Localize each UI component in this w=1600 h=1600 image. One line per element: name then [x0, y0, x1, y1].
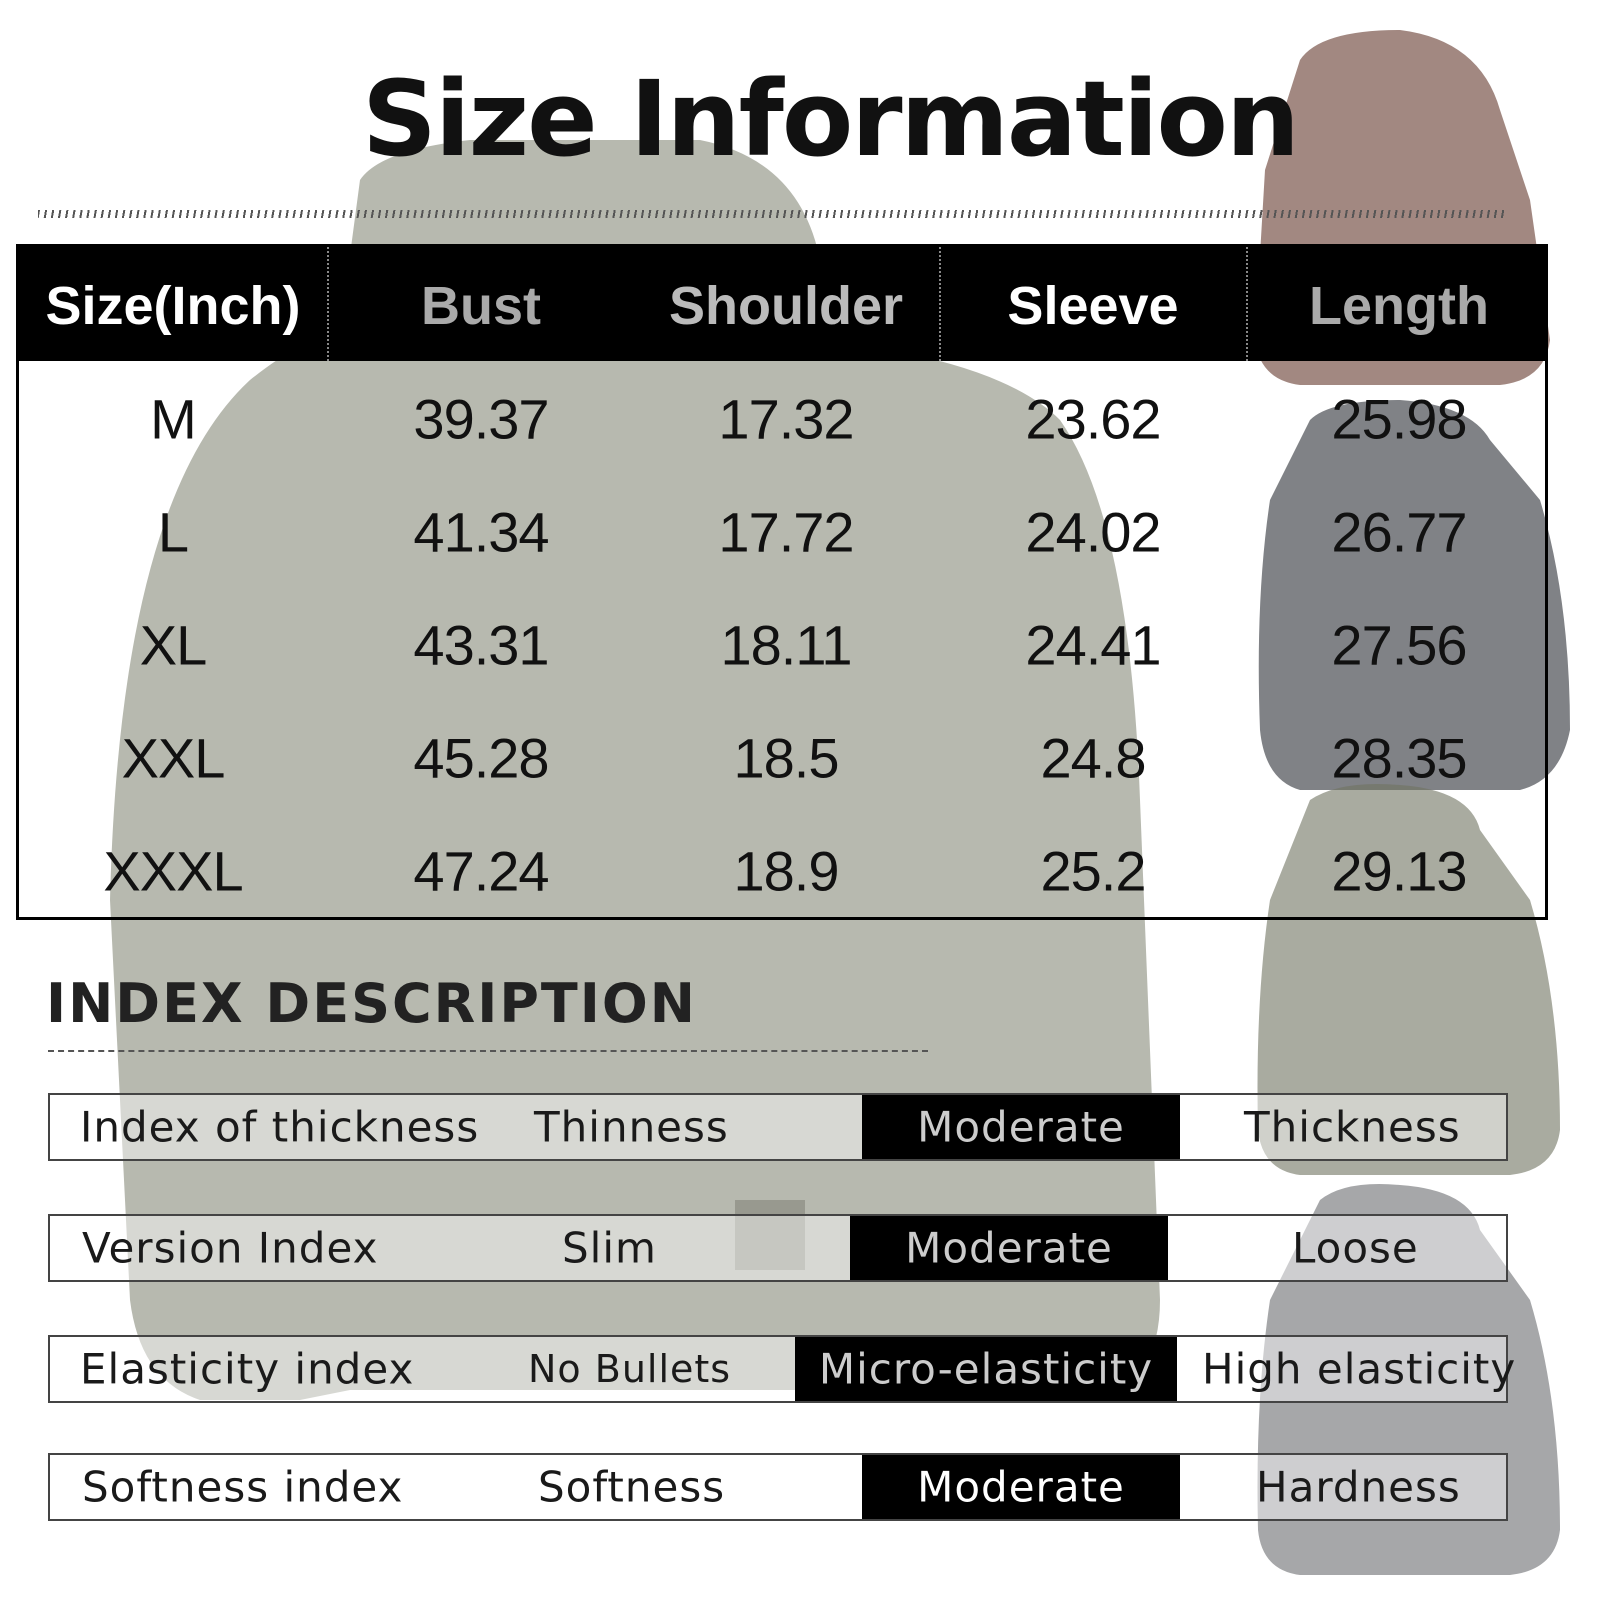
index-high: High elasticity	[1202, 1344, 1517, 1394]
cell-bust: 43.31	[413, 613, 549, 677]
index-low: Thinness	[534, 1102, 729, 1152]
index-label: Elasticity index	[80, 1344, 415, 1394]
index-label: Version Index	[82, 1223, 379, 1273]
cell-size: M	[150, 387, 197, 451]
divider	[38, 210, 1508, 218]
cell-length: 27.56	[1331, 613, 1467, 677]
header-length: Length	[1309, 276, 1489, 336]
index-label: Index of thickness	[80, 1102, 480, 1152]
header-shoulder: Shoulder	[668, 276, 904, 336]
header-bust: Bust	[421, 276, 541, 336]
cell-bust: 39.37	[413, 387, 549, 451]
index-low: No Bullets	[528, 1347, 732, 1391]
cell-sleeve: 24.8	[1040, 726, 1147, 790]
cell-shoulder: 17.72	[718, 500, 854, 564]
cell-size: L	[157, 500, 189, 564]
page-title: Size Information	[362, 58, 1300, 180]
header-sleeve: Sleeve	[1007, 276, 1179, 336]
cell-sleeve: 24.41	[1025, 613, 1161, 677]
header-size: Size(Inch)	[45, 276, 301, 336]
index-selected-text: Moderate	[905, 1223, 1113, 1273]
size-table: Size(Inch) Bust Shoulder Sleeve Length M…	[16, 244, 1548, 920]
index-row-version: Version Index Slim Moderate Loose	[48, 1214, 1508, 1282]
cell-size: XL	[139, 613, 207, 677]
cell-length: 25.98	[1331, 387, 1467, 451]
cell-shoulder: 18.5	[733, 726, 840, 790]
size-table-header: Size(Inch) Bust Shoulder Sleeve Length	[19, 247, 1545, 361]
index-row-softness: Softness index Softness Moderate Hardnes…	[48, 1453, 1508, 1521]
index-description-title: INDEX DESCRIPTION	[46, 972, 697, 1035]
cell-sleeve: 24.02	[1025, 500, 1161, 564]
divider	[48, 1050, 928, 1052]
index-selected: Moderate	[862, 1455, 1180, 1519]
cell-size: XXXL	[103, 839, 243, 903]
index-selected-text: Micro-elasticity	[818, 1344, 1154, 1394]
index-selected-text: Moderate	[917, 1102, 1125, 1152]
index-low: Softness	[538, 1462, 726, 1512]
index-high: Thickness	[1244, 1102, 1461, 1152]
cell-shoulder: 18.9	[733, 839, 840, 903]
cell-bust: 45.28	[413, 726, 549, 790]
header-separator	[939, 247, 941, 361]
index-high: Hardness	[1256, 1462, 1461, 1512]
index-selected: Micro-elasticity	[795, 1337, 1177, 1401]
index-selected-text: Moderate	[917, 1462, 1125, 1512]
cell-length: 26.77	[1331, 500, 1467, 564]
index-row-elasticity: Elasticity index No Bullets Micro-elasti…	[48, 1335, 1515, 1403]
header-separator	[327, 247, 329, 361]
index-label: Softness index	[82, 1462, 404, 1512]
index-selected: Moderate	[850, 1216, 1168, 1280]
cell-bust: 47.24	[413, 839, 549, 903]
cell-bust: 41.34	[413, 500, 549, 564]
cell-sleeve: 25.2	[1040, 839, 1147, 903]
index-high: Loose	[1292, 1223, 1419, 1273]
index-low: Slim	[562, 1223, 657, 1273]
cell-shoulder: 18.11	[720, 613, 853, 677]
cell-length: 28.35	[1331, 726, 1467, 790]
header-separator	[1246, 247, 1248, 361]
cell-size: XXL	[121, 726, 226, 790]
cell-length: 29.13	[1331, 839, 1467, 903]
index-selected: Moderate	[862, 1095, 1180, 1159]
cell-shoulder: 17.32	[718, 387, 854, 451]
index-row-thickness: Index of thickness Thinness Moderate Thi…	[48, 1093, 1508, 1161]
cell-sleeve: 23.62	[1025, 387, 1161, 451]
